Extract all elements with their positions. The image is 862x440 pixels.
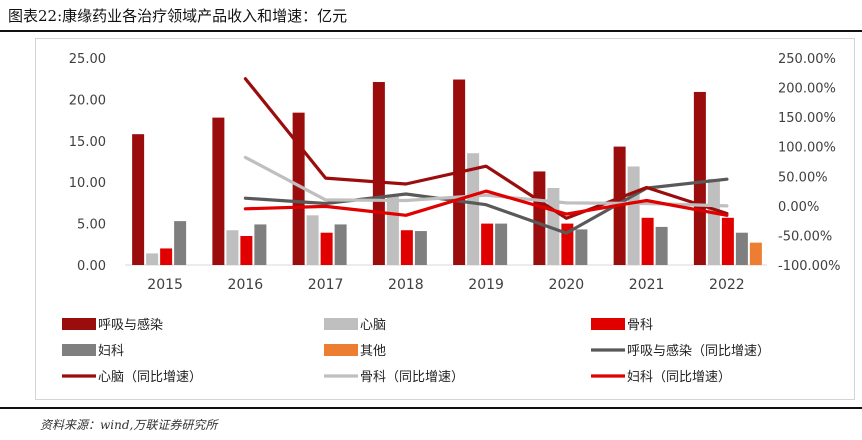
x-axis-tick-label: 2019	[468, 277, 504, 293]
bar-2	[707, 178, 720, 265]
x-axis-tick-label: 2021	[629, 277, 665, 293]
bar-4	[735, 232, 748, 265]
left-axis-tick-label: 15.00	[69, 135, 106, 150]
right-axis-tick-label: 200.00%	[778, 82, 836, 97]
left-axis-tick-label: 20.00	[69, 93, 106, 108]
bar-4	[414, 231, 427, 265]
chart-title: 图表22:康缘药业各治疗领域产品收入和增速：亿元	[8, 7, 348, 25]
x-axis-tick-label: 2015	[147, 277, 183, 293]
bar-1	[372, 82, 385, 266]
bar-2	[226, 230, 239, 265]
right-axis-tick-label: 50.00%	[778, 170, 828, 185]
bar-3	[481, 223, 494, 265]
bar-2	[306, 215, 319, 265]
bar-2	[467, 153, 480, 265]
right-axis-tick-label: 250.00%	[778, 52, 836, 67]
bar-4	[575, 229, 588, 265]
bar-3	[400, 230, 413, 265]
footer-rule	[0, 407, 862, 409]
legend-label: 骨科（同比增速）	[360, 370, 464, 385]
bar-3	[641, 217, 654, 265]
bar-1	[132, 134, 145, 265]
legend-swatch	[591, 318, 625, 330]
bar-1	[533, 171, 546, 265]
bar-1	[212, 117, 225, 265]
legend-label: 其他	[360, 344, 386, 359]
title-bar: 图表22:康缘药业各治疗领域产品收入和增速：亿元	[0, 0, 862, 30]
right-axis-tick-label: 0.00%	[778, 200, 819, 215]
x-axis-tick-label: 2018	[388, 277, 424, 293]
bar-4	[254, 224, 267, 265]
bar-5	[749, 242, 762, 265]
bar-4	[334, 224, 347, 265]
legend-label: 心脑（同比增速）	[98, 370, 202, 385]
left-axis-tick-label: 0.00	[77, 259, 106, 274]
legend-label: 妇科	[98, 343, 124, 359]
right-axis-tick-label: -50.00%	[778, 229, 832, 244]
bar-4	[655, 226, 668, 265]
bar-3	[240, 236, 253, 265]
bar-4	[174, 221, 187, 265]
source-note: 资料来源：wind,万联证券研究所	[40, 418, 218, 432]
growth-line-3	[243, 155, 729, 208]
growth-line-2	[243, 77, 729, 220]
left-axis-tick-label: 5.00	[77, 218, 106, 233]
legend-swatch	[62, 318, 96, 330]
legend-swatch	[62, 344, 96, 356]
title-rule	[0, 30, 862, 32]
bar-2	[146, 253, 159, 265]
x-axis-tick-label: 2016	[228, 277, 264, 293]
legend-swatch	[324, 318, 358, 330]
chart-frame	[35, 38, 855, 400]
legend-label: 妇科（同比增速）	[627, 369, 731, 385]
legend-swatch	[324, 344, 358, 356]
legend-label: 呼吸与感染	[98, 317, 163, 333]
x-axis-tick-label: 2022	[709, 277, 745, 293]
x-axis-tick-label: 2017	[308, 277, 344, 293]
left-axis-tick-label: 25.00	[69, 52, 106, 67]
right-axis-tick-label: -100.00%	[778, 259, 841, 274]
right-axis-tick-label: 100.00%	[778, 141, 836, 156]
bar-2	[386, 196, 399, 265]
right-axis-tick-label: 150.00%	[778, 111, 836, 126]
bar-3	[721, 217, 734, 265]
legend-label: 骨科	[627, 318, 653, 333]
bar-3	[320, 232, 333, 265]
bar-3	[160, 248, 173, 265]
left-axis-tick-label: 10.00	[69, 176, 106, 191]
x-axis-tick-label: 2020	[549, 277, 585, 293]
bar-4	[495, 223, 508, 265]
bar-1	[693, 91, 706, 265]
legend-label: 呼吸与感染（同比增速）	[627, 343, 770, 359]
legend-label: 心脑	[360, 318, 386, 333]
bar-2	[627, 166, 640, 265]
growth-line-4	[243, 189, 729, 217]
